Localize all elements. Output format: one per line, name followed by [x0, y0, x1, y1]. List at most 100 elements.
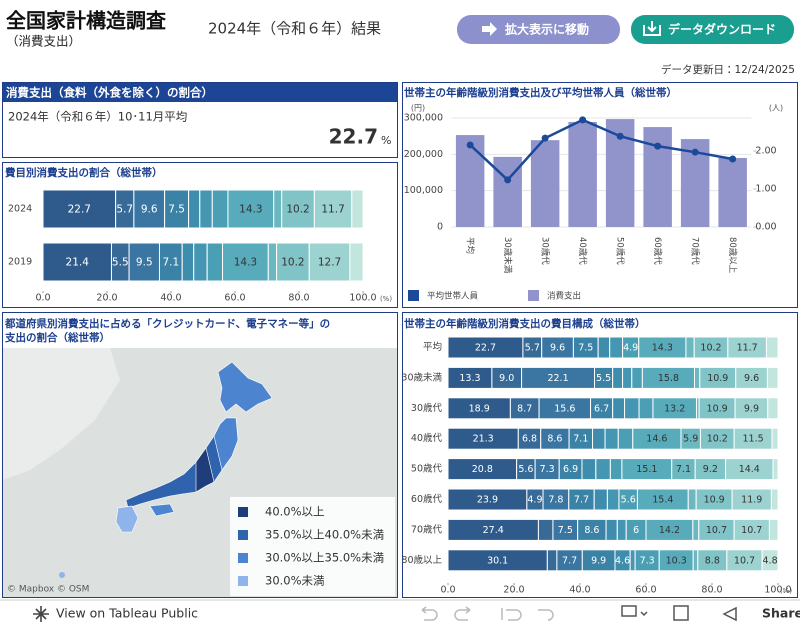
data-label: 15.6 [554, 403, 575, 414]
data-label: 22.1 [547, 373, 568, 384]
x-tick-label: 60.0 [224, 293, 245, 304]
bar-segment [281, 189, 315, 229]
y2-tick-label: 0.00 [755, 222, 776, 233]
legend-label: 消費支出 [547, 291, 581, 302]
data-label: 8.7 [517, 403, 532, 414]
legend-swatch [528, 290, 539, 301]
x-tick-label: 80.0 [701, 585, 722, 596]
share-button[interactable]: Share [762, 606, 800, 621]
data-label: 8.8 [705, 555, 720, 566]
share-icon[interactable] [722, 606, 737, 622]
device-icon[interactable] [621, 605, 637, 617]
bar-segment [546, 549, 558, 572]
bar-segment [199, 189, 213, 229]
data-label: 4.6 [615, 555, 630, 566]
data-label: 23.9 [477, 495, 498, 506]
data-label: 8.6 [584, 525, 599, 536]
bar [643, 127, 672, 227]
download-button[interactable]: データダウンロード [631, 15, 794, 44]
data-label: 6 [633, 525, 639, 536]
data-label: 5.6 [518, 464, 533, 475]
bar-segment [617, 427, 634, 450]
legend-swatch [408, 290, 419, 301]
data-label: 7.5 [578, 343, 593, 354]
bar-segment [765, 336, 779, 359]
bar-segment [692, 549, 699, 572]
x-tick-label: 60歳代 [652, 237, 663, 265]
line-point [691, 148, 699, 156]
axis-unit: (%) [780, 587, 792, 595]
revert-icon[interactable] [501, 608, 522, 621]
legend-label: 40.0%以上 [265, 505, 325, 519]
fullscreen-icon[interactable] [673, 605, 689, 621]
data-label: 18.9 [469, 403, 490, 414]
bar [455, 135, 485, 227]
map-area [3, 348, 397, 597]
button-label: 拡大表示に移動 [505, 22, 589, 37]
y-tick-label: 0 [437, 222, 443, 233]
button-bg [631, 15, 794, 44]
data-label: 27.4 [483, 525, 504, 536]
y-tick-label: 200,000 [404, 149, 443, 160]
line-point [541, 134, 549, 142]
legend-label: 35.0%以上40.0%未満 [265, 528, 384, 542]
bar-segment [42, 189, 117, 229]
category-label: 2024 [8, 204, 32, 215]
bar [718, 157, 747, 227]
data-label: 11.7 [321, 204, 344, 216]
expand-button[interactable]: 拡大表示に移動 [457, 15, 620, 44]
tableau-icon [33, 606, 49, 622]
data-label: 6.9 [563, 464, 578, 475]
data-label: 15.8 [658, 373, 679, 384]
data-label: 4.8 [763, 555, 778, 566]
map-land [3, 348, 120, 480]
bar-segment [351, 189, 364, 229]
legend-swatch [238, 553, 248, 563]
data-label: 9.5 [136, 257, 153, 269]
data-label: 21.3 [473, 434, 494, 445]
legend-swatch [238, 530, 248, 540]
kpi-title: 消費支出（食料（外食を除く）の割合） [6, 86, 213, 100]
line-point [654, 142, 662, 150]
chart-title: 都道府県別消費支出に占める「クレジットカード、電子マネー等」の [4, 317, 330, 330]
dropdown-icon[interactable] [640, 611, 648, 617]
bar-segment [597, 336, 611, 359]
line [469, 118, 733, 182]
category-label: 70歳代 [411, 523, 443, 535]
data-label: 10.2 [700, 343, 721, 354]
bar-segment [181, 242, 195, 282]
refresh-icon[interactable] [538, 609, 554, 621]
data-label: 15.4 [652, 495, 673, 506]
data-label: 10.3 [666, 555, 687, 566]
data-label: 15.1 [636, 464, 657, 475]
data-label: 9.0 [499, 373, 514, 384]
kpi-unit: % [381, 134, 391, 147]
bar-segment [193, 242, 208, 282]
category-label: 30歳未満 [401, 371, 442, 383]
bar-segment [267, 242, 278, 282]
footer-link: View on Tableau Public [56, 606, 198, 621]
data-label: 5.9 [683, 434, 698, 445]
page-period: 2024年（令和６年）結果 [208, 20, 381, 38]
bar-segment [767, 397, 779, 420]
bar-segment [273, 189, 283, 229]
bar-segment [770, 488, 779, 511]
x-tick-label: 40.0 [569, 585, 590, 596]
kpi-period: 2024年（令和６年）10･11月平均 [8, 110, 187, 124]
undo-icon[interactable] [421, 606, 438, 621]
bar [568, 121, 597, 227]
legend-swatch [238, 507, 248, 517]
data-label: 14.3 [239, 204, 262, 216]
data-label: 10.2 [281, 257, 304, 269]
bar-segment [592, 427, 606, 450]
data-label: 4.9 [527, 495, 542, 506]
tableau-link[interactable]: View on Tableau Public [33, 606, 198, 623]
line-point [579, 116, 587, 124]
category-label: 平均 [423, 341, 442, 353]
bar-segment [766, 366, 779, 389]
x-tick-label: 50歳代 [615, 237, 626, 265]
bar-segment [593, 488, 608, 511]
redo-icon[interactable] [454, 606, 471, 621]
axis-unit: (%) [380, 295, 392, 303]
